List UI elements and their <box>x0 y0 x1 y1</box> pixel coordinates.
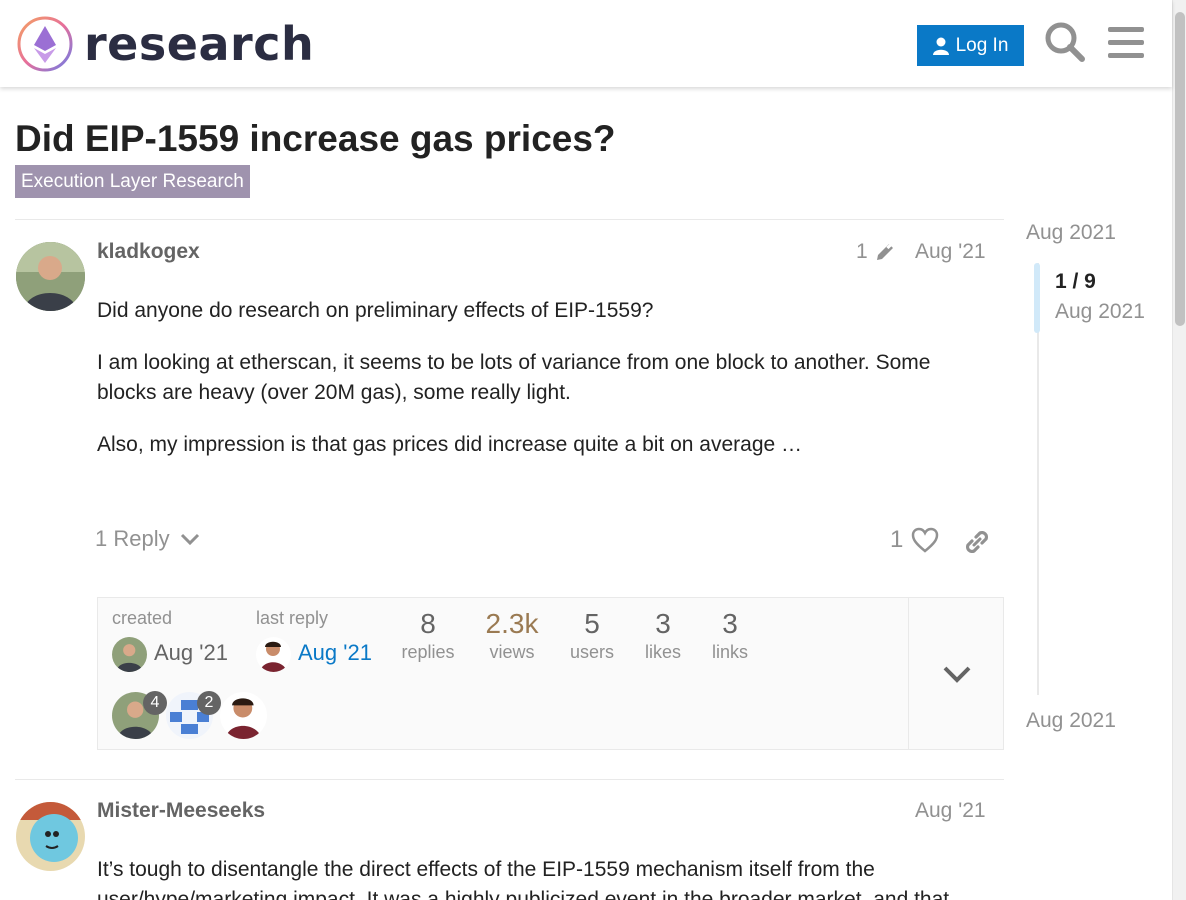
category-badge[interactable]: Execution Layer Research <box>15 165 250 198</box>
timeline-track[interactable] <box>1037 263 1039 695</box>
hamburger-menu-icon[interactable] <box>1104 20 1148 64</box>
created-label: created <box>112 608 173 628</box>
stat-label: views <box>489 642 535 662</box>
user-photo-icon <box>220 692 267 739</box>
stat-label: replies <box>401 642 455 662</box>
stat-number: 3 <box>722 608 738 639</box>
user-photo-icon <box>16 242 85 311</box>
user-photo-icon <box>256 637 291 672</box>
page-scrollbar[interactable] <box>1172 0 1186 900</box>
timeline-position-date: Aug 2021 <box>1055 300 1145 323</box>
timeline-end-date[interactable]: Aug 2021 <box>1026 709 1116 732</box>
avatar-mister-meeseeks[interactable] <box>16 802 85 871</box>
topic-title[interactable]: Did EIP-1559 increase gas prices? <box>15 118 616 159</box>
user-icon <box>932 37 949 55</box>
login-button[interactable]: Log In <box>917 25 1024 66</box>
last-reply-avatar[interactable] <box>256 637 291 672</box>
site-logo[interactable]: research <box>16 15 314 73</box>
chevron-down-icon <box>180 533 199 546</box>
logo-text: research <box>84 17 315 71</box>
timeline-scroll-handle[interactable] <box>1034 263 1040 333</box>
created-avatar[interactable] <box>112 637 147 672</box>
last-reply-label: last reply <box>256 608 329 628</box>
post-username[interactable]: kladkogex <box>97 240 200 263</box>
search-icon[interactable] <box>1043 20 1087 64</box>
stat-replies: 8 replies <box>388 608 468 663</box>
stat-number: 3 <box>655 608 671 639</box>
timeline-start-date[interactable]: Aug 2021 <box>1026 221 1116 244</box>
stat-links: 3 links <box>690 608 770 663</box>
like-button[interactable]: 1 <box>890 526 939 554</box>
expand-topic-map-button[interactable] <box>908 598 1004 749</box>
link-share-icon[interactable] <box>962 527 992 557</box>
post-paragraph: I am looking at etherscan, it seems to b… <box>97 351 931 404</box>
avatar-kladkogex[interactable] <box>16 242 85 311</box>
show-replies-button[interactable]: 1 Reply <box>95 526 200 552</box>
stat-likes: 3 likes <box>623 608 703 663</box>
post-date[interactable]: Aug '21 <box>915 240 986 263</box>
topic-map: created Aug '21 last reply Aug '21 8 rep… <box>97 597 1004 750</box>
timeline-position: 1 / 9 <box>1055 270 1096 293</box>
heart-icon <box>912 527 939 553</box>
scrollbar-thumb[interactable] <box>1175 12 1185 326</box>
stat-label: likes <box>644 642 681 662</box>
post-divider <box>15 779 1004 780</box>
participant-post-count: 2 <box>197 691 221 715</box>
reply-count-label: 1 Reply <box>95 526 170 551</box>
ethereum-logo-icon <box>17 16 73 72</box>
like-count: 1 <box>890 526 904 553</box>
post-paragraph: Did anyone do research on preliminary ef… <box>97 299 654 322</box>
stat-views: 2.3k views <box>472 608 552 663</box>
user-photo-icon <box>112 637 147 672</box>
pencil-icon <box>876 242 893 260</box>
post-username[interactable]: Mister-Meeseeks <box>97 799 266 822</box>
participant-avatar[interactable] <box>220 692 267 739</box>
meeseeks-avatar-icon <box>16 802 85 871</box>
post-date[interactable]: Aug '21 <box>915 799 986 822</box>
edit-count: 1 <box>856 240 868 263</box>
last-reply-date[interactable]: Aug '21 <box>298 640 372 665</box>
edit-history-button[interactable]: 1 <box>856 240 896 264</box>
stat-label: users <box>569 642 614 662</box>
post-paragraph: It’s tough to disentangle the direct eff… <box>97 858 950 900</box>
stat-label: links <box>711 642 748 662</box>
site-header: research Log In <box>0 0 1172 87</box>
created-date[interactable]: Aug '21 <box>154 640 228 665</box>
login-label: Log In <box>955 34 1009 56</box>
post-paragraph: Also, my impression is that gas prices d… <box>97 433 803 456</box>
stat-number: 2.3k <box>485 608 539 639</box>
chevron-down-icon <box>943 666 970 683</box>
stat-number: 5 <box>584 608 600 639</box>
stat-number: 8 <box>420 608 436 639</box>
post-divider <box>15 219 1004 220</box>
stat-users: 5 users <box>552 608 632 663</box>
participant-post-count: 4 <box>143 691 167 715</box>
